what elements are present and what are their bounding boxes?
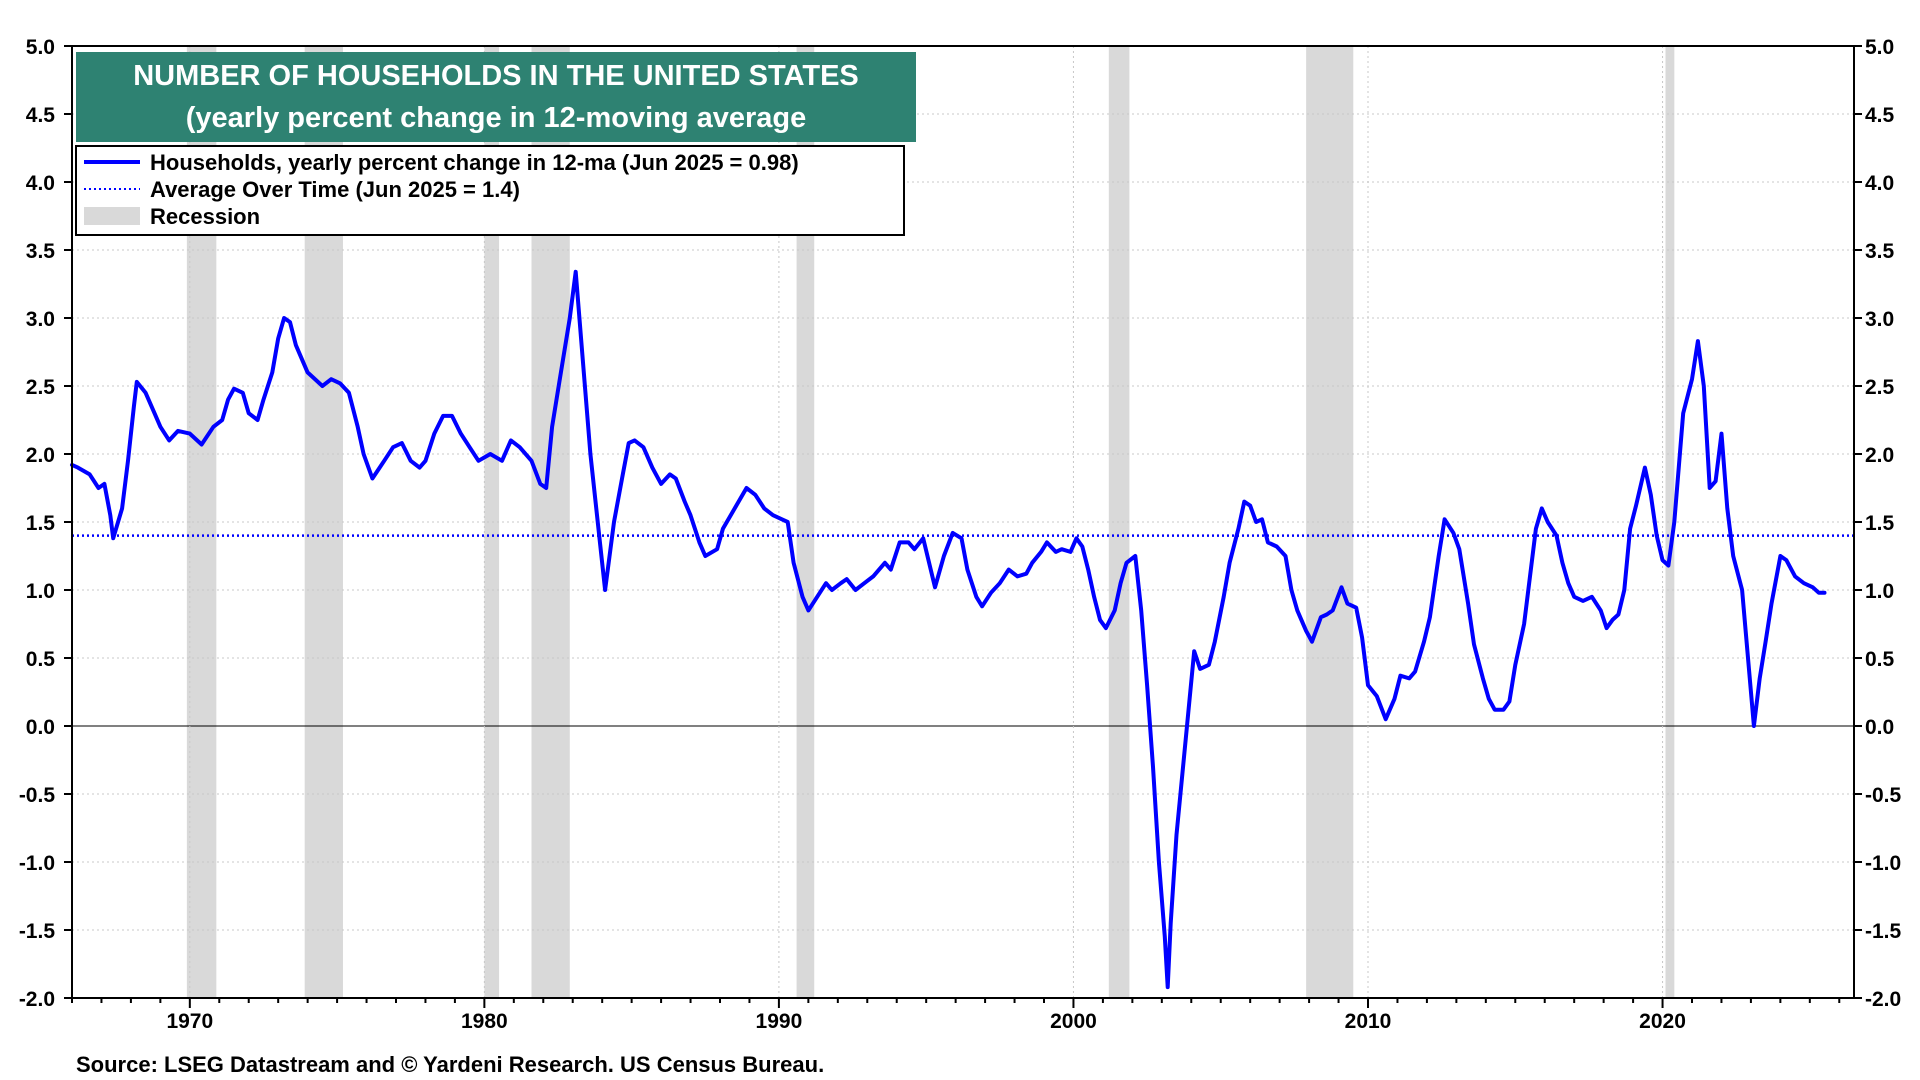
recession-band-4 — [796, 46, 815, 998]
y-tick-label-right-14: -2.0 — [1865, 988, 1901, 1011]
y-tick-label-right-12: -1.0 — [1865, 852, 1901, 875]
x-tick-label-0: 1970 — [166, 1010, 213, 1033]
y-tick-label-right-13: -1.5 — [1865, 920, 1902, 943]
axis-labels: 5.0 5.0 4.5 4.5 4.0 4.0 3.5 3.5 3.0 3.0 2.5 2.5 2.0 2… — [19, 36, 1902, 1033]
legend-label-series: Households, yearly percent change in 12-… — [150, 150, 799, 175]
x-tick-label-3: 2000 — [1050, 1010, 1097, 1033]
legend-label-average: Average Over Time (Jun 2025 = 1.4) — [150, 177, 520, 202]
y-tick-label-right-0: 5.0 — [1865, 36, 1894, 59]
y-tick-label-left-6: 2.0 — [26, 444, 55, 467]
y-tick-label-left-14: -2.0 — [19, 988, 55, 1011]
series-line-households — [70, 269, 1827, 990]
y-tick-label-left-11: -0.5 — [19, 784, 56, 807]
y-tick-label-right-6: 2.0 — [1865, 444, 1894, 467]
y-tick-label-right-7: 1.5 — [1865, 512, 1895, 535]
legend-label-recession: Recession — [150, 204, 260, 229]
x-tick-label-5: 2020 — [1639, 1010, 1686, 1033]
y-tick-label-left-12: -1.0 — [19, 852, 55, 875]
y-tick-label-left-2: 4.0 — [26, 172, 55, 195]
grid-lines — [72, 46, 1854, 998]
y-tick-label-right-3: 3.5 — [1865, 240, 1895, 263]
x-tick-label-4: 2010 — [1345, 1010, 1392, 1033]
recession-band-7 — [1665, 46, 1675, 998]
y-tick-label-left-7: 1.5 — [26, 512, 56, 535]
series-group — [70, 269, 1827, 990]
y-tick-label-right-1: 4.5 — [1865, 104, 1895, 127]
chart-subtitle: (yearly percent change in 12-moving aver… — [186, 102, 807, 134]
y-tick-label-left-13: -1.5 — [19, 920, 56, 943]
y-tick-label-right-9: 0.5 — [1865, 648, 1895, 671]
legend-swatch-recession — [84, 207, 140, 225]
chart-title: NUMBER OF HOUSEHOLDS IN THE UNITED STATE… — [133, 60, 859, 92]
legend: Households, yearly percent change in 12-… — [75, 145, 905, 236]
y-tick-label-left-10: 0.0 — [26, 716, 55, 739]
title-background — [76, 52, 916, 142]
legend-box — [75, 145, 905, 236]
recession-band-5 — [1108, 46, 1130, 998]
y-tick-label-right-11: -0.5 — [1865, 784, 1902, 807]
y-tick-label-right-4: 3.0 — [1865, 308, 1894, 331]
y-tick-label-left-1: 4.5 — [26, 104, 56, 127]
y-tick-label-right-2: 4.0 — [1865, 172, 1894, 195]
y-tick-label-left-4: 3.0 — [26, 308, 55, 331]
y-tick-label-right-8: 1.0 — [1865, 580, 1894, 603]
title-box: NUMBER OF HOUSEHOLDS IN THE UNITED STATE… — [76, 52, 916, 142]
source-note: Source: LSEG Datastream and © Yardeni Re… — [76, 1052, 824, 1077]
y-tick-label-left-3: 3.5 — [26, 240, 56, 263]
y-tick-label-left-8: 1.0 — [26, 580, 55, 603]
recession-band-2 — [484, 46, 500, 998]
y-tick-label-right-5: 2.5 — [1865, 376, 1895, 399]
y-tick-label-left-9: 0.5 — [26, 648, 56, 671]
y-tick-label-left-0: 5.0 — [26, 36, 55, 59]
x-tick-label-1: 1980 — [461, 1010, 508, 1033]
x-tick-label-2: 1990 — [756, 1010, 803, 1033]
y-tick-label-right-10: 0.0 — [1865, 716, 1894, 739]
y-tick-label-left-5: 2.5 — [26, 376, 56, 399]
